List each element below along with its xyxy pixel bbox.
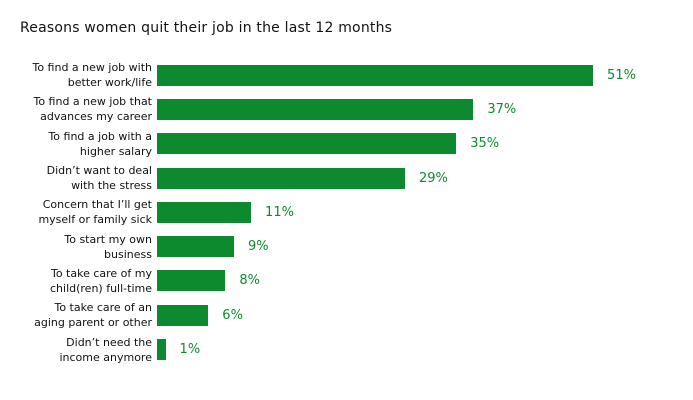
value-label: 9% <box>247 239 269 255</box>
value-label: 8% <box>239 273 261 289</box>
category-label-line: To find a job with a <box>48 129 152 143</box>
value-label: 37% <box>487 101 517 117</box>
category-label-line: child(ren) full-time <box>50 281 152 295</box>
bar <box>157 236 234 258</box>
category-label: To start my own business <box>0 232 152 262</box>
category-label: Concern that I’ll get myself or family s… <box>0 197 152 227</box>
value-label: 29% <box>418 170 448 186</box>
bar <box>157 270 226 292</box>
bar-row: To find a new job with better work/life … <box>0 58 693 92</box>
bar-row: To take care of an aging parent or other… <box>0 298 693 332</box>
chart-rows: To find a new job with better work/life … <box>0 58 693 367</box>
value-label: 6% <box>222 307 243 323</box>
category-label: Didn’t want to deal with the stress <box>0 163 152 193</box>
bar-area: 8% <box>157 270 261 292</box>
category-label-line: To find a new job with <box>32 61 152 75</box>
bar-area: 6% <box>157 304 243 326</box>
category-label-line: To take care of my <box>50 266 152 280</box>
bar-row: To find a new job that advances my caree… <box>0 92 693 126</box>
category-label-line: income anymore <box>59 350 152 364</box>
category-label-line: To take care of an <box>54 301 152 315</box>
category-label-line: To find a new job that <box>33 95 152 109</box>
category-label: Didn’t need the income anymore <box>0 335 152 365</box>
bar-row: To take care of my child(ren) full-time … <box>0 264 693 298</box>
category-label-line: Didn’t want to deal <box>46 164 152 178</box>
category-label: To find a job with a higher salary <box>0 129 152 159</box>
category-label-line: To start my own <box>64 232 152 246</box>
category-label-line: higher salary <box>79 144 152 158</box>
category-label-line: Concern that I’ll get <box>42 198 152 212</box>
category-label-line: business <box>104 247 152 261</box>
bar-area: 51% <box>157 64 636 86</box>
bar <box>157 133 457 155</box>
value-label: 35% <box>470 136 500 152</box>
bar-row: Concern that I’ll get myself or family s… <box>0 195 693 229</box>
bar <box>157 201 252 223</box>
bar <box>157 98 474 120</box>
bar-row: Didn’t want to deal with the stress 29% <box>0 161 693 195</box>
bar-area: 29% <box>157 167 448 189</box>
bar-row: To start my own business 9% <box>0 229 693 263</box>
category-label: To take care of an aging parent or other <box>0 300 152 330</box>
category-label: To find a new job with better work/life <box>0 60 152 90</box>
bar <box>157 304 209 326</box>
category-label: To take care of my child(ren) full-time <box>0 266 152 296</box>
category-label-line: better work/life <box>67 76 152 90</box>
bar-row: To find a job with a higher salary 35% <box>0 127 693 161</box>
category-label-line: advances my career <box>40 110 152 124</box>
bar <box>157 64 594 86</box>
category-label-line: aging parent or other <box>34 316 152 330</box>
bar-area: 35% <box>157 133 500 155</box>
bar-area: 11% <box>157 201 294 223</box>
category-label-line: with the stress <box>71 179 152 193</box>
category-label: To find a new job that advances my caree… <box>0 94 152 124</box>
category-label-line: Didn’t need the <box>66 335 152 349</box>
bar-area: 37% <box>157 98 517 120</box>
bar-area: 1% <box>157 339 201 361</box>
bar <box>157 167 405 189</box>
bar-row: Didn’t need the income anymore 1% <box>0 332 693 366</box>
value-label: 51% <box>607 67 636 83</box>
category-label-line: myself or family sick <box>38 213 152 227</box>
chart-title: Reasons women quit their job in the last… <box>20 20 393 36</box>
value-label: 1% <box>179 342 201 358</box>
value-label: 11% <box>265 204 294 220</box>
bar <box>157 339 166 361</box>
bar-area: 9% <box>157 236 269 258</box>
